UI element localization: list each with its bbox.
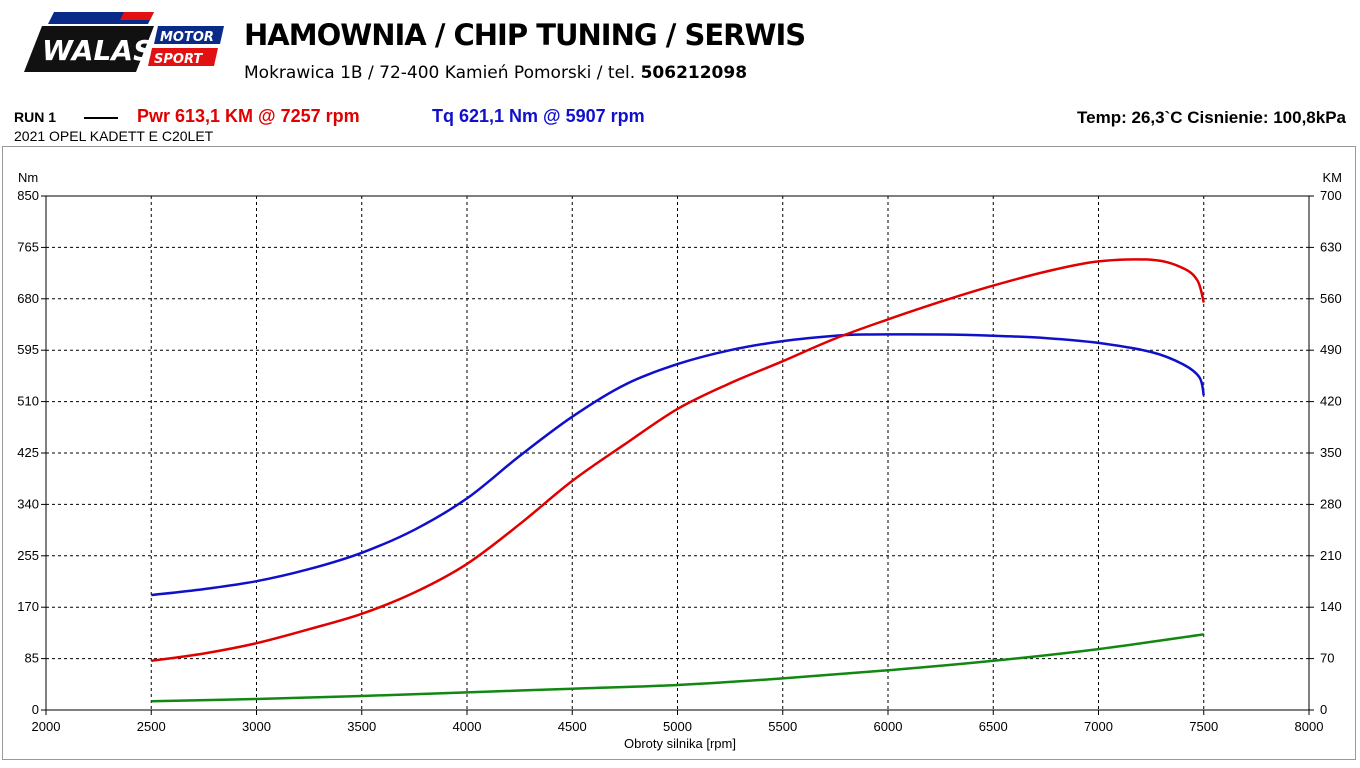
y-tick-label-right: 70 (1320, 651, 1334, 666)
x-tick-label: 8000 (1295, 719, 1324, 734)
run-label: RUN 1 (14, 109, 57, 125)
y-tick-label-right: 420 (1320, 394, 1342, 409)
y-tick-label-right: 210 (1320, 548, 1342, 563)
power-summary: Pwr 613,1 KM @ 7257 rpm (137, 106, 360, 126)
y-tick-label-right: 280 (1320, 496, 1342, 511)
x-tick-label: 2000 (32, 719, 61, 734)
car-description: 2021 OPEL KADETT E C20LET (14, 128, 214, 144)
y-tick-label-right: 630 (1320, 239, 1342, 254)
x-tick-label: 5500 (768, 719, 797, 734)
y-tick-label-left: 850 (17, 188, 39, 203)
x-tick-label: 4500 (558, 719, 587, 734)
svg-text:MOTOR: MOTOR (160, 30, 214, 45)
x-tick-label: 3500 (347, 719, 376, 734)
y-tick-label-left: 340 (17, 496, 39, 511)
x-tick-label: 7000 (1084, 719, 1113, 734)
y-tick-label-left: 85 (25, 651, 39, 666)
phone-number: 506212098 (640, 63, 748, 83)
y-tick-label-right: 140 (1320, 599, 1342, 614)
x-tick-label: 6000 (874, 719, 903, 734)
svg-text:SPORT: SPORT (154, 52, 203, 67)
grid (46, 196, 1309, 710)
run-legend-line (84, 117, 118, 119)
series-line-pwr (151, 258, 1206, 663)
series-group (151, 258, 1206, 703)
series-line-tq (151, 333, 1206, 597)
y-axis-label-right: KM (1323, 170, 1343, 185)
address: Mokrawica 1B / 72-400 Kamień Pomorski / (244, 63, 603, 83)
address-line: Mokrawica 1B / 72-400 Kamień Pomorski / … (244, 63, 747, 83)
y-tick-label-right: 0 (1320, 702, 1327, 717)
ambient-conditions: Temp: 26,3`C Cisnienie: 100,8kPa (1077, 108, 1346, 127)
x-tick-label: 2500 (137, 719, 166, 734)
y-tick-label-left: 0 (32, 702, 39, 717)
y-tick-label-left: 510 (17, 394, 39, 409)
walas-motorsport-logo: WALAS MOTOR SPORT (24, 12, 224, 72)
x-axis-label: Obroty silnika [rpm] (624, 736, 736, 751)
chart-frame (2, 146, 1356, 760)
torque-summary: Tq 621,1 Nm @ 5907 rpm (432, 106, 645, 126)
x-tick-label: 7500 (1189, 719, 1218, 734)
y-tick-label-left: 765 (17, 239, 39, 254)
y-axis-label-left: Nm (18, 170, 38, 185)
series-line-loss (151, 633, 1204, 703)
x-tick-label: 4000 (453, 719, 482, 734)
y-tick-label-right: 350 (1320, 445, 1342, 460)
axis-ticks: 2000 2500 3000 3500 4000 4500 5000 5500 6000 6500… (17, 188, 1341, 734)
x-tick-label: 3000 (242, 719, 271, 734)
svg-text:WALAS: WALAS (42, 34, 153, 67)
x-tick-label: 5000 (663, 719, 692, 734)
y-tick-label-left: 680 (17, 291, 39, 306)
y-tick-label-left: 595 (17, 342, 39, 357)
y-tick-label-right: 490 (1320, 342, 1342, 357)
phone-label: tel. (607, 63, 636, 83)
y-tick-label-left: 170 (17, 599, 39, 614)
page-title: HAMOWNIA / CHIP TUNING / SERWIS (244, 18, 806, 52)
y-tick-label-right: 560 (1320, 291, 1342, 306)
x-tick-label: 6500 (979, 719, 1008, 734)
plot-area (45, 195, 1310, 711)
y-tick-label-left: 425 (17, 445, 39, 460)
y-tick-label-right: 700 (1320, 188, 1342, 203)
y-tick-label-left: 255 (17, 548, 39, 563)
